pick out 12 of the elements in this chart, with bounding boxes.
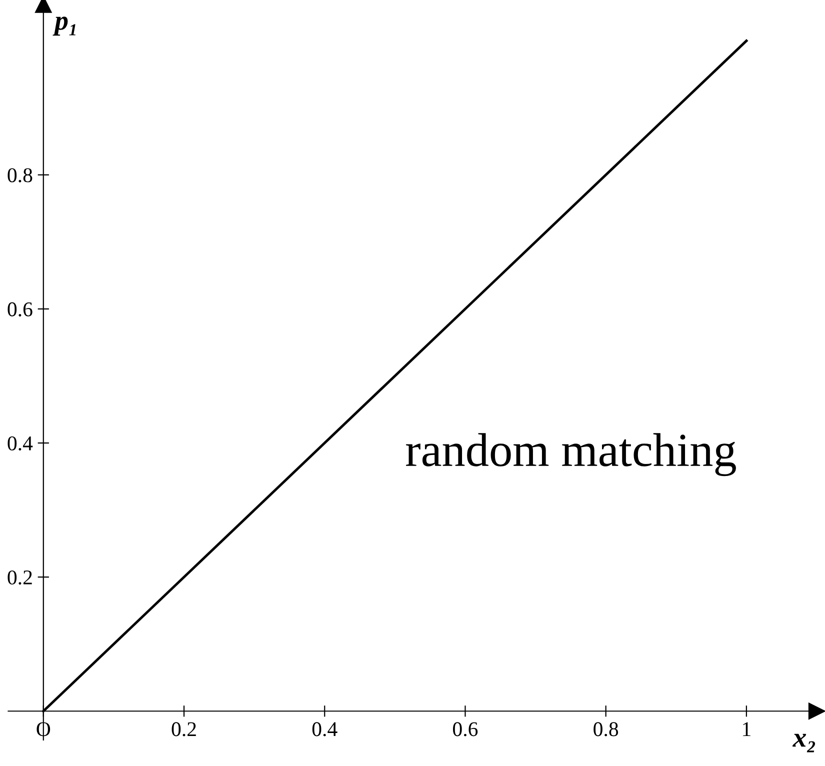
y-axis-title: p₁	[52, 16, 76, 36]
y-tick-label: 0.6	[8, 302, 32, 316]
x-tick-label: 0.6	[453, 722, 478, 736]
y-tick-label: 0.4	[8, 436, 33, 451]
y-tick-label: 0.8	[8, 168, 32, 182]
x-tick-label: 0.4	[312, 722, 338, 736]
x-tick-label: 0.8	[594, 722, 618, 736]
y-tick-label: 0.2	[8, 570, 32, 585]
x-tick-label: 1	[743, 722, 750, 736]
annotation: random matching	[406, 433, 736, 476]
x-tick-label: 0.2	[172, 722, 196, 736]
x-axis-title: x₂	[792, 734, 816, 752]
